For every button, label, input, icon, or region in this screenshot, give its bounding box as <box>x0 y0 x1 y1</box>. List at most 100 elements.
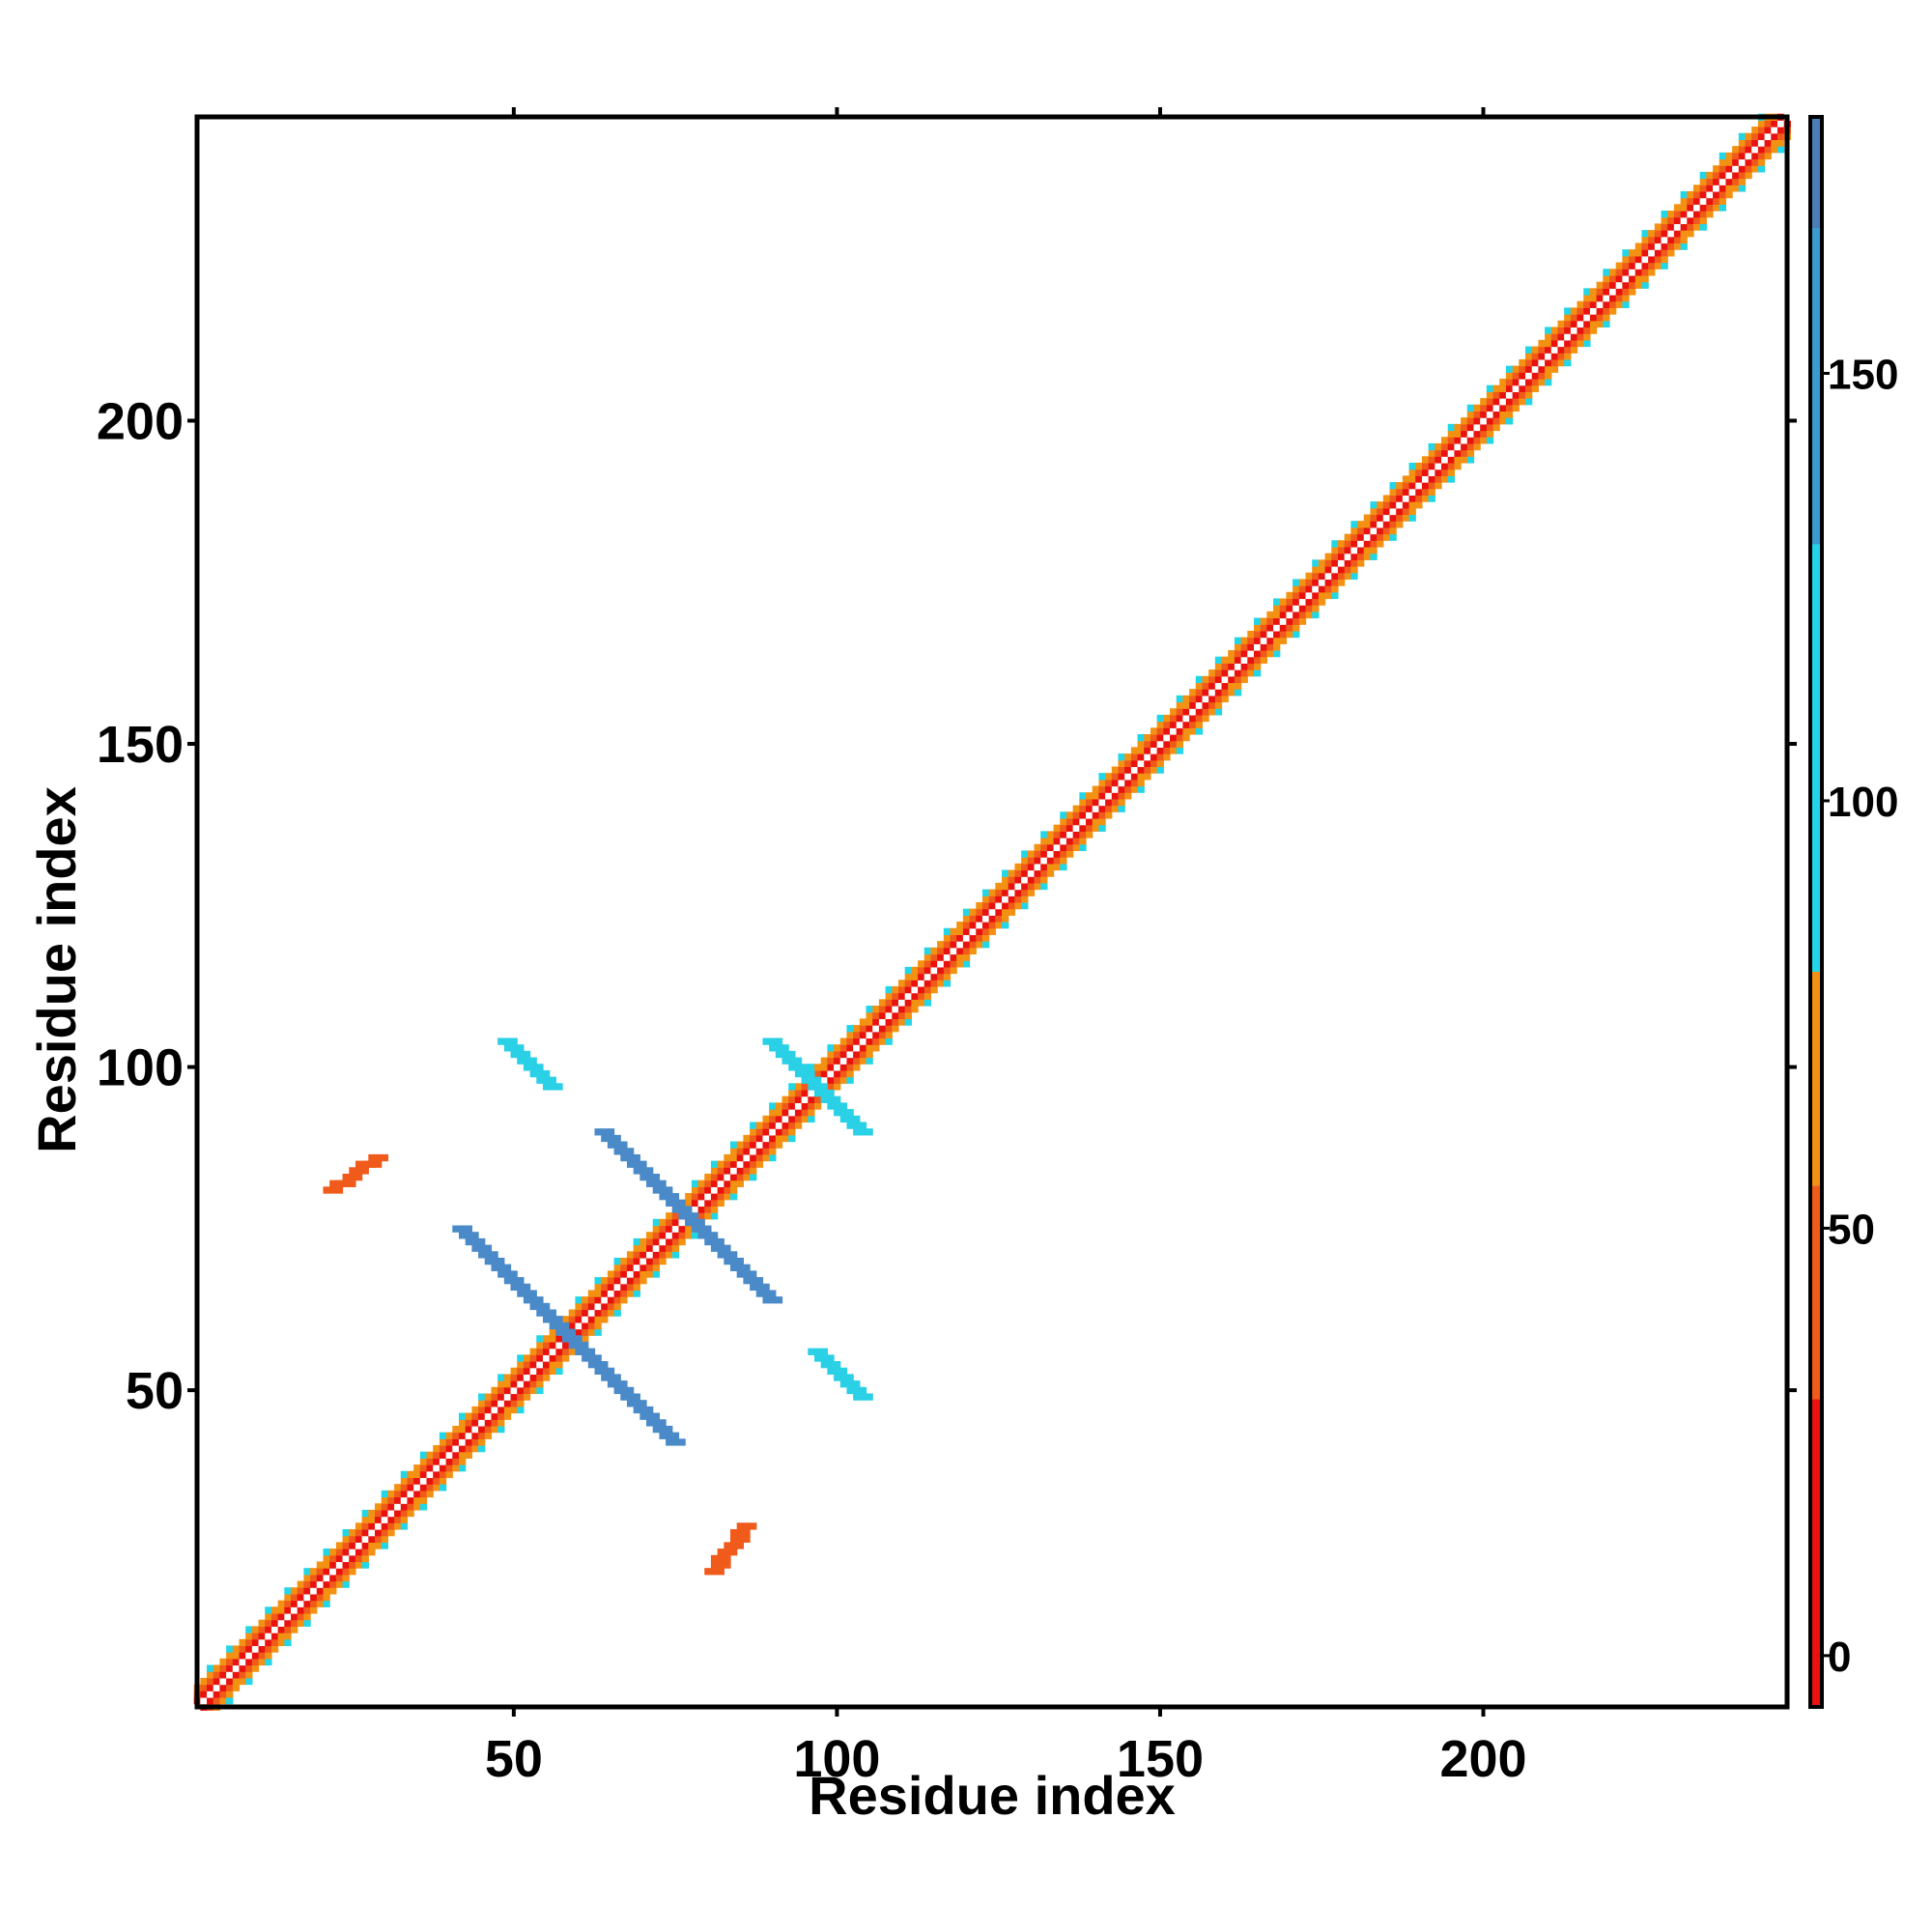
diagonal-cell <box>813 1095 822 1103</box>
antiparallel-1-cell <box>497 1264 505 1271</box>
diagonal-cell <box>1680 223 1688 231</box>
diagonal-cell <box>1027 889 1036 896</box>
diagonal-cell <box>1293 617 1300 625</box>
helix-contact-2-cell <box>717 1548 724 1556</box>
diagonal-cell <box>1680 190 1688 199</box>
diagonal-cell <box>542 1354 551 1362</box>
diagonal-cell <box>1350 572 1358 581</box>
diagonal-cell <box>1195 708 1204 716</box>
diagonal-cell <box>555 1348 563 1355</box>
diagonal-cell <box>1428 449 1435 457</box>
diagonal-cell <box>956 947 964 955</box>
diagonal-cell <box>1208 682 1216 690</box>
diagonal-cell <box>452 1432 460 1439</box>
diagonal-cell <box>607 1302 615 1311</box>
diagonal-cell <box>1195 695 1204 703</box>
diagonal-cell <box>1745 152 1752 160</box>
diagonal-cell <box>1389 501 1397 509</box>
diagonal-cell <box>1771 120 1778 128</box>
diagonal-cell <box>1240 643 1248 651</box>
diagonal-cell <box>1021 895 1029 903</box>
diagonal-cell <box>219 1671 227 1679</box>
sheet-contact-1-cell <box>529 1069 537 1078</box>
diagonal-cell <box>981 915 990 923</box>
diagonal-cell <box>445 1438 453 1446</box>
diagonal-cell <box>419 1458 428 1465</box>
antiparallel-1-cell <box>594 1361 602 1369</box>
diagonal-cell <box>419 1470 428 1479</box>
antiparallel-3-cell <box>834 1102 841 1110</box>
diagonal-cell <box>633 1270 640 1278</box>
diagonal-cell <box>691 1186 699 1194</box>
y-tick-label: 150 <box>97 716 184 774</box>
sheet-contact-1-cell <box>529 1064 537 1071</box>
diagonal-cell <box>1253 617 1262 625</box>
diagonal-cell <box>1279 630 1288 639</box>
diagonal-cell <box>1692 223 1701 231</box>
diagonal-cell <box>1247 669 1255 677</box>
diagonal-cell <box>995 922 1003 929</box>
x-axis-ticks: 50 100 150 200 <box>485 107 1527 1788</box>
diagonal-cell <box>439 1445 447 1453</box>
diagonal-cell <box>1512 384 1520 392</box>
diagonal-cell <box>568 1316 577 1323</box>
y-tick-label: 200 <box>97 392 184 450</box>
antiparallel-2-cell <box>646 1167 654 1175</box>
diagonal-cell <box>1706 197 1714 205</box>
diagonal-cell <box>1195 721 1204 728</box>
diagonal-cell <box>1202 708 1209 716</box>
diagonal-cell <box>1447 462 1456 470</box>
diagonal-cell <box>620 1296 628 1304</box>
diagonal-cell <box>1531 353 1539 360</box>
diagonal-cell <box>419 1503 428 1511</box>
diagonal-cell <box>1557 353 1565 360</box>
antiparallel-3-cell <box>794 1069 803 1078</box>
diagonal-cell <box>1247 650 1255 658</box>
diagonal-cell <box>659 1225 667 1233</box>
antiparallel-2-cell <box>691 1212 699 1220</box>
diagonal-cell <box>1570 346 1578 354</box>
diagonal-cell <box>355 1554 363 1563</box>
diagonal-cell <box>1596 320 1604 328</box>
diagonal-cell <box>743 1148 751 1155</box>
diagonal-cell <box>652 1257 661 1265</box>
diagonal-cell <box>1124 779 1132 787</box>
diagonal-cell <box>1228 663 1236 670</box>
diagonal-cell <box>1337 579 1346 586</box>
diagonal-cell <box>950 947 957 955</box>
diagonal-cell <box>1124 792 1132 800</box>
helix-contact-2-cell <box>730 1548 738 1556</box>
diagonal-cell <box>1098 792 1106 800</box>
diagonal-cell <box>1654 236 1662 244</box>
diagonal-cell <box>659 1251 667 1259</box>
diagonal-cell <box>1589 314 1598 322</box>
diagonal-cell <box>1337 540 1346 548</box>
diagonal-cell <box>1428 482 1435 490</box>
sheet-contact-1-cell <box>523 1050 531 1059</box>
diagonal-cell <box>704 1179 712 1187</box>
diagonal-cell <box>1293 630 1300 639</box>
diagonal-cell <box>323 1574 330 1582</box>
diagonal-cell <box>368 1548 376 1556</box>
diagonal-cell <box>710 1199 719 1208</box>
antiparallel-3-cell <box>801 1069 809 1078</box>
antiparallel-1-cell <box>542 1309 551 1317</box>
diagonal-cell <box>529 1374 537 1381</box>
diagonal-cell <box>433 1451 440 1459</box>
diagonal-cell <box>730 1179 738 1187</box>
diagonal-cell <box>555 1335 563 1343</box>
diagonal-cell <box>1447 430 1456 438</box>
diagonal-cell <box>724 1153 731 1162</box>
diagonal-cell <box>1370 507 1378 516</box>
diagonal-cell <box>1279 624 1288 632</box>
diagonal-cell <box>368 1516 376 1523</box>
diagonal-cell <box>291 1619 298 1627</box>
colorbar-bin <box>1810 1185 1822 1400</box>
diagonal-cell <box>1163 727 1171 735</box>
diagonal-cell <box>1725 171 1733 180</box>
diagonal-cell <box>1757 165 1766 173</box>
diagonal-cell <box>284 1593 292 1602</box>
diagonal-cell <box>1486 437 1494 444</box>
diagonal-cell <box>1466 437 1475 444</box>
helix-contact-1-cell <box>349 1179 356 1187</box>
